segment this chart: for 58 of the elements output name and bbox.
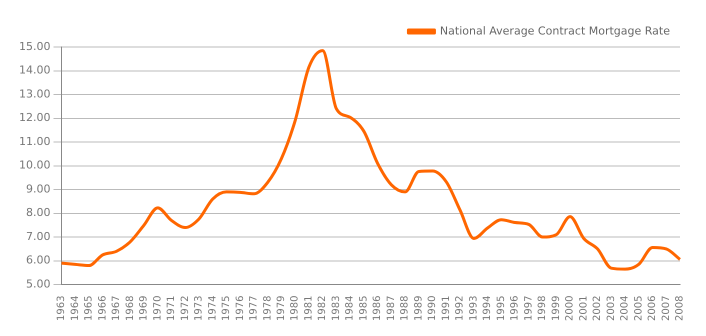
y-tick-label: 14.00 <box>18 64 50 77</box>
x-tick-label: 2003 <box>606 296 617 322</box>
x-tick-label: 1976 <box>234 296 246 322</box>
x-tick-label: 1992 <box>454 296 466 322</box>
x-tick-label: 1963 <box>56 296 68 322</box>
x-tick-label: 2005 <box>633 296 644 322</box>
x-tick-label: 1974 <box>207 296 218 322</box>
x-tick-label: 1978 <box>262 296 274 322</box>
x-tick-label: 1972 <box>180 296 191 322</box>
y-tick-label: 6.00 <box>26 254 50 267</box>
x-tick-label: 1993 <box>468 296 480 322</box>
y-tick-label: 10.00 <box>18 158 50 172</box>
y-tick-label: 11.00 <box>18 134 50 148</box>
x-tick-label: 1989 <box>413 296 424 322</box>
x-tick-label: 1977 <box>248 296 260 322</box>
x-tick-label: 1971 <box>166 296 178 322</box>
x-tick-label: 1979 <box>276 296 287 322</box>
x-tick-label: 1984 <box>344 296 356 322</box>
x-tick-label: 1966 <box>97 296 108 322</box>
x-tick-label: 1990 <box>427 296 438 322</box>
x-tick-label: 1968 <box>124 296 136 322</box>
x-tick-label: 1999 <box>550 296 562 322</box>
y-tick-label: 13.00 <box>18 87 50 100</box>
x-tick-label: 1983 <box>330 296 342 322</box>
x-tick-label: 1970 <box>152 296 164 322</box>
x-tick-label: 1995 <box>496 296 507 322</box>
x-tick-label: 2004 <box>620 296 631 322</box>
x-tick-label: 1967 <box>111 296 122 322</box>
x-tick-label: 2002 <box>592 296 604 322</box>
x-tick-label: 1973 <box>194 296 205 322</box>
x-tick-label: 1982 <box>317 296 328 322</box>
x-tick-label: 1998 <box>537 296 548 322</box>
x-tick-label: 1980 <box>290 296 301 322</box>
x-tick-label: 2008 <box>674 296 686 322</box>
legend-label: National Average Contract Mortgage Rate <box>440 24 670 38</box>
x-tick-label: 2001 <box>578 296 590 322</box>
x-tick-label: 1996 <box>510 296 521 322</box>
x-tick-label: 1981 <box>303 296 314 322</box>
y-tick-label: 15.00 <box>18 40 50 53</box>
x-tick-label: 1964 <box>70 296 81 322</box>
x-tick-label: 1987 <box>386 296 397 322</box>
y-tick-label: 5.00 <box>26 277 50 290</box>
y-tick-label: 9.00 <box>26 182 50 196</box>
x-tick-label: 1986 <box>372 296 384 322</box>
x-tick-label: 2006 <box>647 296 658 322</box>
x-tick-label: 1994 <box>482 296 494 322</box>
x-tick-label: 1997 <box>523 296 534 322</box>
y-tick-label: 12.00 <box>18 111 50 124</box>
x-tick-label: 1969 <box>138 296 150 322</box>
y-tick-label: 7.00 <box>26 230 50 243</box>
x-tick-label: 1985 <box>358 296 370 322</box>
y-tick-label: 8.00 <box>26 206 50 220</box>
x-tick-label: 1988 <box>400 296 411 322</box>
x-tick-label: 1965 <box>84 296 95 322</box>
x-tick-label: 1975 <box>221 296 232 322</box>
x-tick-label: 2007 <box>660 296 672 322</box>
x-tick-label: 2000 <box>564 296 576 322</box>
x-tick-label: 1991 <box>440 296 452 322</box>
